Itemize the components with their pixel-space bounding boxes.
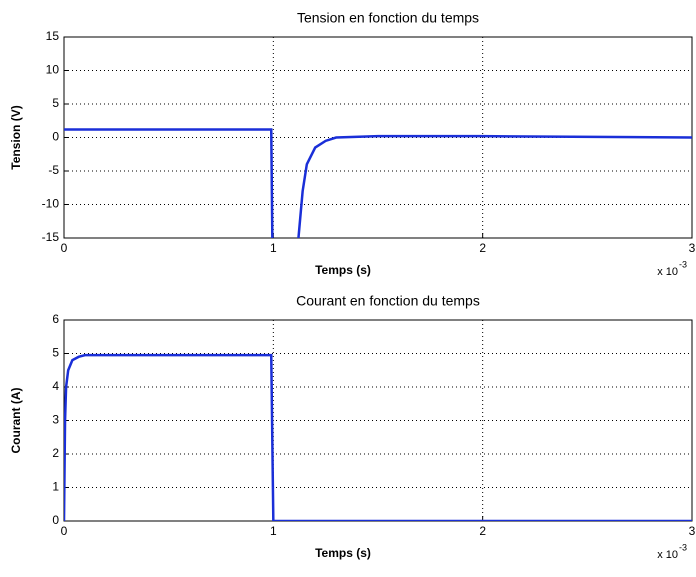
y-tick-label: 0 xyxy=(52,130,59,144)
x-exponent: -3 xyxy=(679,542,687,552)
y-tick-label: 4 xyxy=(52,379,59,393)
x-tick-label: 3 xyxy=(689,241,696,255)
y-tick-label: 1 xyxy=(52,480,59,494)
x-exponent-base: x 10 xyxy=(657,266,678,278)
chart-title: Courant en fonction du temps xyxy=(296,293,480,309)
y-tick-label: 2 xyxy=(52,446,59,460)
y-tick-label: 10 xyxy=(46,63,60,77)
x-axis-label: Temps (s) xyxy=(315,263,371,277)
data-line xyxy=(64,353,692,521)
x-tick-label: 2 xyxy=(479,524,486,538)
data-line xyxy=(64,128,692,238)
x-tick-label: 2 xyxy=(479,241,486,255)
axes-box xyxy=(63,319,693,522)
y-tick-label: -5 xyxy=(48,163,59,177)
y-tick-label: 3 xyxy=(52,413,59,427)
x-axis-label: Temps (s) xyxy=(315,546,371,560)
x-exponent: -3 xyxy=(679,259,687,269)
x-tick-label: 1 xyxy=(270,524,277,538)
x-tick-label: 3 xyxy=(689,524,696,538)
y-tick-label: 5 xyxy=(52,346,59,360)
y-tick-label: -10 xyxy=(42,197,60,211)
chart-title: Tension en fonction du temps xyxy=(297,10,479,26)
y-tick-label: 6 xyxy=(52,312,59,326)
x-tick-label: 0 xyxy=(61,524,68,538)
y-axis-label: Courant (A) xyxy=(9,388,23,454)
y-axis-label: Tension (V) xyxy=(9,105,23,169)
y-tick-label: -15 xyxy=(42,230,60,244)
y-tick-label: 0 xyxy=(52,513,59,527)
x-exponent-base: x 10 xyxy=(657,549,678,561)
x-tick-label: 0 xyxy=(61,241,68,255)
y-tick-label: 15 xyxy=(46,29,60,43)
x-tick-label: 1 xyxy=(270,241,277,255)
y-tick-label: 5 xyxy=(52,96,59,110)
